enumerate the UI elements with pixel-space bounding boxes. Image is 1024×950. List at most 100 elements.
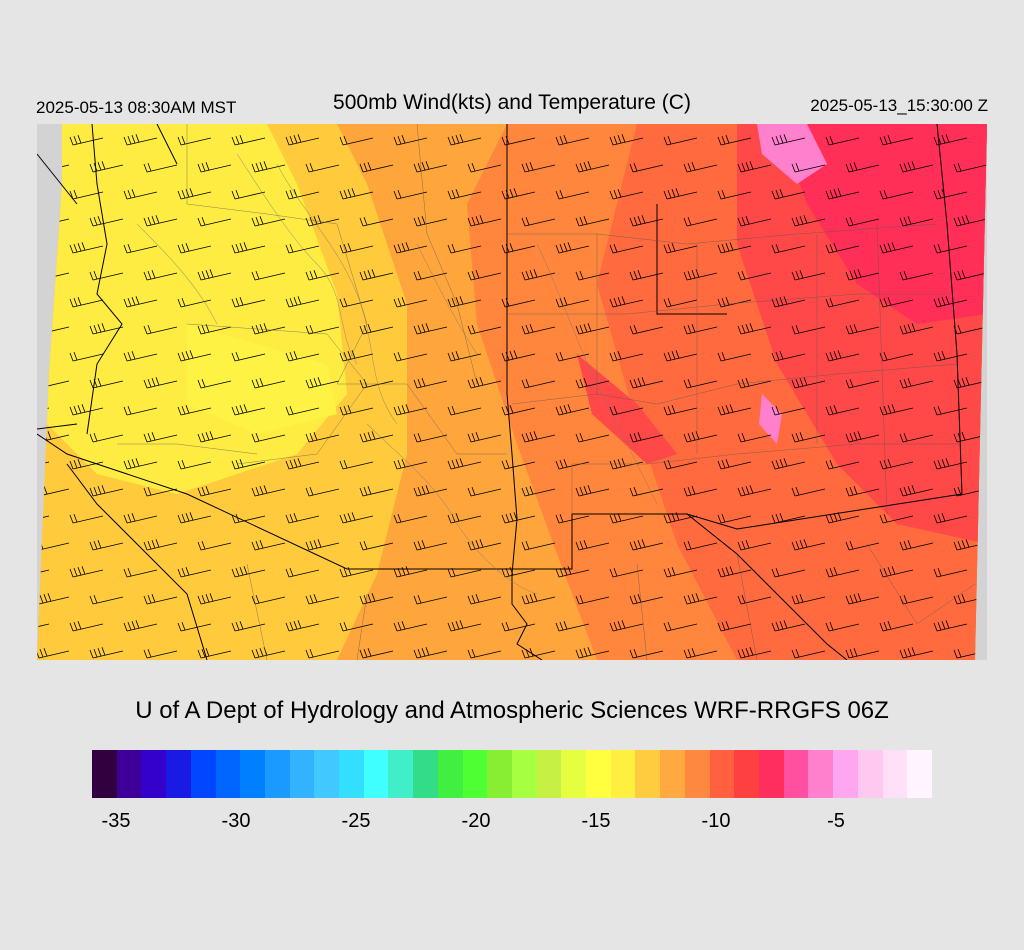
county-line [866, 543, 976, 625]
wind-barb [555, 189, 590, 200]
wind-barb [177, 297, 212, 308]
wind-barb [467, 594, 502, 605]
wind-barb [197, 486, 232, 497]
wind-barb [339, 297, 374, 308]
colorbar-swatch [758, 750, 784, 798]
border-line [506, 124, 543, 660]
wind-barb [251, 432, 286, 443]
wind-barb [825, 405, 860, 416]
colorbar-swatch [857, 750, 883, 798]
wind-barb [845, 648, 880, 659]
wind-barb [413, 485, 448, 497]
colorbar-swatch [264, 750, 290, 798]
wind-barb [953, 377, 987, 389]
wind-barb [305, 594, 340, 605]
wind-barb [89, 594, 124, 605]
wind-barb [447, 513, 482, 524]
state-borders [37, 124, 963, 660]
wind-barb [197, 269, 232, 281]
wind-barb [413, 432, 448, 443]
wind-barb [143, 215, 178, 227]
wind-barb [717, 351, 752, 362]
colorbar-swatch [437, 750, 463, 798]
wind-barb [231, 351, 266, 362]
colorbar-swatch [882, 750, 908, 798]
wind-barb [393, 513, 428, 524]
wind-barb [501, 459, 536, 470]
wind-barb [845, 540, 880, 551]
wind-barb [231, 621, 266, 632]
wind-barb [143, 486, 178, 497]
colorbar-swatch [487, 750, 512, 798]
wind-barb [683, 431, 718, 443]
wind-barb [879, 459, 914, 470]
wind-barb [37, 188, 50, 200]
wind-barb [359, 269, 394, 281]
colorbar-swatch [314, 750, 340, 798]
wind-barb [447, 405, 482, 416]
wind-barb [683, 486, 718, 497]
county-line [337, 383, 507, 455]
wind-barb [447, 134, 482, 146]
colorbar-ticks: -35 -30 -25 -20 -15 -10 -5 [0, 810, 1024, 840]
wind-barb [69, 242, 104, 254]
wind-barb [339, 512, 374, 524]
wind-barb [285, 134, 320, 146]
wind-barb [933, 189, 968, 200]
wind-barb [845, 162, 880, 173]
wind-barb [771, 296, 806, 308]
wind-barb [177, 459, 212, 470]
wind-barb [771, 513, 806, 524]
wind-barb [393, 404, 428, 416]
wind-barb [609, 513, 644, 524]
wind-barb [791, 648, 826, 659]
wind-barb [899, 378, 934, 389]
wind-barb [899, 540, 934, 551]
border-line [37, 153, 78, 205]
wind-barb [37, 135, 50, 146]
colorbar-tick-label: -15 [581, 810, 611, 832]
wind-barb [177, 188, 212, 200]
wind-barb [89, 216, 124, 227]
wind-barb [69, 513, 104, 524]
wind-barb [771, 351, 806, 362]
wind-barb [717, 566, 752, 578]
wind-barb [575, 485, 610, 497]
wind-barb [305, 432, 340, 443]
wind-barb [521, 486, 556, 497]
wind-barb [393, 189, 428, 200]
wind-barb [305, 648, 340, 659]
county-line [571, 443, 962, 514]
wind-barb [177, 405, 212, 416]
wind-barb [393, 459, 428, 470]
wind-barb [413, 270, 448, 281]
colorbar-swatch [462, 750, 488, 798]
colorbar-swatch [166, 750, 191, 798]
wind-barb [393, 242, 428, 254]
wind-barb [69, 459, 104, 470]
wind-barb [197, 324, 232, 335]
wind-barb [737, 323, 772, 335]
wind-barb [825, 512, 860, 524]
wind-barb [791, 324, 826, 335]
wind-barb [521, 378, 556, 389]
wind-barb [285, 620, 320, 632]
wind-barb [177, 135, 212, 146]
wind-barb [123, 189, 158, 200]
wind-barb [953, 215, 987, 227]
temperature-wind-map [37, 124, 987, 660]
wind-barb [737, 432, 772, 443]
wind-barb [251, 270, 286, 281]
wind-barb [305, 486, 340, 497]
wind-barb [467, 270, 502, 281]
wind-barb [879, 297, 914, 308]
temp-zone-bright-yellow [187, 324, 337, 434]
wind-barb [717, 513, 752, 524]
wind-barb [467, 432, 502, 443]
county-line [186, 124, 368, 385]
wind-barb [89, 270, 124, 281]
colorbar-tick-label: -20 [461, 810, 491, 832]
wind-barb [197, 216, 232, 227]
wind-barb [879, 621, 914, 632]
wind-barb [791, 486, 826, 497]
